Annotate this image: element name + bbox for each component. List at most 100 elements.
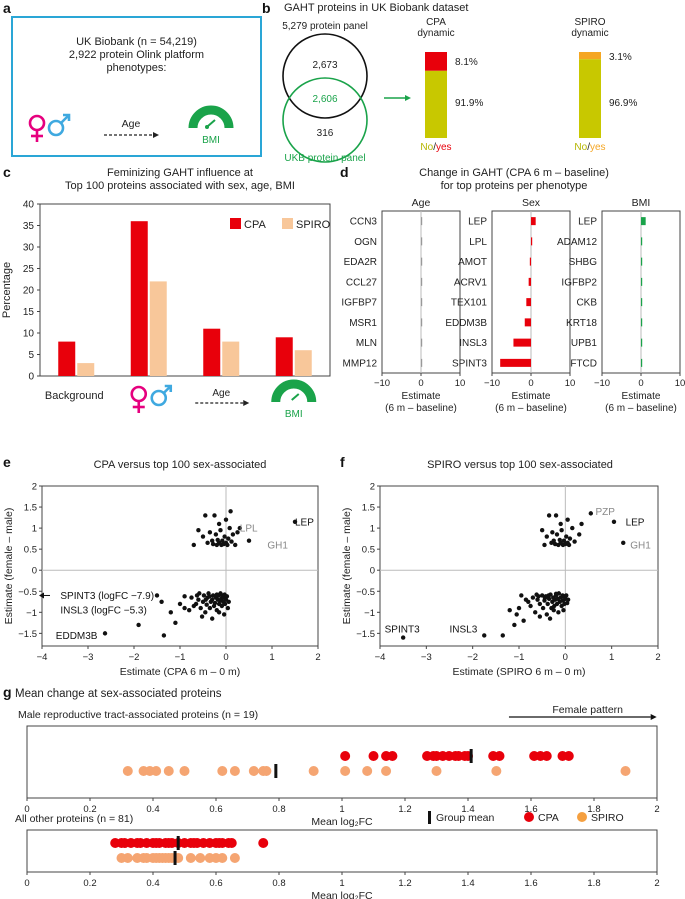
- facet-title-sex: Sex: [522, 197, 541, 209]
- cpa-no-pct: 91.9%: [455, 98, 483, 109]
- x-tick-label: 0.4: [146, 804, 159, 815]
- estimate-bar: [641, 257, 643, 266]
- male-icon: [150, 389, 168, 407]
- data-point: [611, 519, 617, 524]
- x-axis-label-2: (6 m – baseline): [605, 403, 677, 414]
- panel-letter-e: e: [3, 454, 11, 470]
- point-annotation: GH1: [267, 540, 288, 551]
- spiro-group-mean: [173, 851, 177, 865]
- legend-cpa: CPA: [538, 812, 559, 824]
- male-icon: [47, 113, 71, 137]
- data-point: [537, 614, 543, 619]
- age-label: Age: [122, 118, 141, 130]
- data-point: [203, 597, 208, 602]
- data-point: [528, 603, 533, 609]
- bmi-gauge-icon: [188, 105, 234, 129]
- data-point: [564, 593, 569, 598]
- y-tick-label: 1.5: [24, 503, 37, 514]
- y-tick-label: 40: [23, 200, 35, 211]
- estimate-bar: [528, 277, 531, 286]
- panel-c-title: Feminizing GAHT influence at Top 100 pro…: [65, 167, 295, 192]
- data-point: [182, 605, 187, 611]
- spiro-dot: [381, 766, 392, 776]
- x-tick-label: 0.8: [272, 878, 285, 889]
- bar-chart-c: 0 5 10 15 20 25 30 35 40 Percentage CPA SPIRO Backgr…: [1, 200, 331, 421]
- data-point: [546, 596, 552, 602]
- data-point: [565, 597, 571, 602]
- data-point: [205, 540, 210, 546]
- x-tick-label: 1.8: [587, 804, 600, 815]
- spiro-dot: [179, 766, 190, 776]
- x-tick-label: 1.6: [524, 878, 537, 889]
- data-point: [542, 595, 548, 601]
- data-point: [210, 597, 215, 602]
- x-tick-label: 1: [339, 804, 344, 815]
- data-point: [546, 593, 551, 598]
- y-axis-label: Estimate (female – male): [3, 508, 15, 625]
- x-tick-label: −10: [484, 378, 500, 389]
- legend-label-cpa: CPA: [244, 219, 266, 231]
- x-tick-label: 10: [565, 378, 576, 389]
- estimate-bar: [641, 338, 643, 347]
- estimate-bar: [421, 277, 423, 286]
- data-point: [222, 534, 227, 539]
- platform-line: 2,922 protein Olink platform: [68, 49, 205, 61]
- data-point: [182, 594, 187, 599]
- point-annotation: LEP: [626, 517, 645, 528]
- x-tick-label: −2: [467, 652, 478, 663]
- point-annotation: SPINT3 (logFC −7.9): [60, 591, 154, 602]
- data-point: [187, 608, 192, 613]
- strip-frame: [26, 725, 658, 799]
- spiro-dynamic-title-2: dynamic: [571, 28, 608, 39]
- point-annotation: GH1: [630, 540, 651, 551]
- x-tick-label: 0.6: [209, 804, 222, 815]
- y-tick-label: 20: [23, 286, 35, 297]
- spiro-no-yes-legend: No/yes: [574, 142, 605, 153]
- protein-label: CKB: [576, 298, 597, 309]
- estimate-bar: [513, 338, 531, 347]
- data-point: [482, 633, 487, 638]
- estimate-bar: [531, 237, 533, 246]
- protein-label: IGFBP2: [561, 277, 597, 288]
- spiro-dot: [229, 766, 240, 776]
- estimate-bar: [421, 217, 423, 226]
- estimate-bar: [421, 318, 423, 327]
- spiro-dot: [151, 766, 162, 776]
- protein-label: MMP12: [343, 358, 378, 369]
- x-tick-label: 0.2: [83, 804, 96, 815]
- protein-label: LPL: [469, 237, 487, 248]
- spiro-dynamic-title-1: SPIRO: [574, 17, 605, 28]
- data-point: [218, 528, 223, 533]
- estimate-bar: [529, 257, 532, 266]
- x-axis-label: Estimate (CPA 6 m – 0 m): [120, 666, 241, 678]
- female-pattern-arrowhead: [650, 714, 657, 720]
- data-point: [567, 536, 573, 541]
- protein-panel-label: 5,279 protein panel: [282, 21, 368, 32]
- data-point: [512, 622, 517, 628]
- bar-spiro-age: [222, 341, 240, 376]
- data-point: [553, 513, 559, 518]
- x-tick-label: 1: [339, 878, 344, 889]
- data-point: [237, 525, 242, 531]
- protein-label: LEP: [578, 217, 597, 228]
- estimate-bar: [641, 298, 643, 307]
- data-point: [196, 597, 201, 602]
- y-tick-label: −1: [364, 608, 375, 619]
- panel-g-title: Mean change at sex-associated proteins: [15, 688, 222, 700]
- protein-label: CCL27: [346, 277, 378, 288]
- legend-label-spiro: SPIRO: [296, 219, 331, 231]
- x-axis-label-2: (6 m – baseline): [385, 403, 457, 414]
- x-tick-label: 1.4: [461, 804, 474, 815]
- cpa-dot: [387, 751, 398, 761]
- panel-f-title: SPIRO versus top 100 sex-associated: [427, 459, 613, 471]
- point-annotation: INSL3: [450, 625, 478, 636]
- data-point: [546, 513, 552, 518]
- y-axis-label: Percentage: [1, 262, 13, 318]
- data-point: [551, 608, 556, 613]
- y-tick-label: 1: [32, 524, 37, 535]
- data-point: [223, 517, 229, 522]
- facet-chart-d: Age CCN3 OGN EDA2R CCL27 IGFBP7 MSR1 MLN MMP12 −1…: [341, 197, 685, 414]
- x-tick-label: 1.8: [587, 878, 600, 889]
- data-point: [588, 511, 594, 516]
- data-point: [159, 599, 164, 604]
